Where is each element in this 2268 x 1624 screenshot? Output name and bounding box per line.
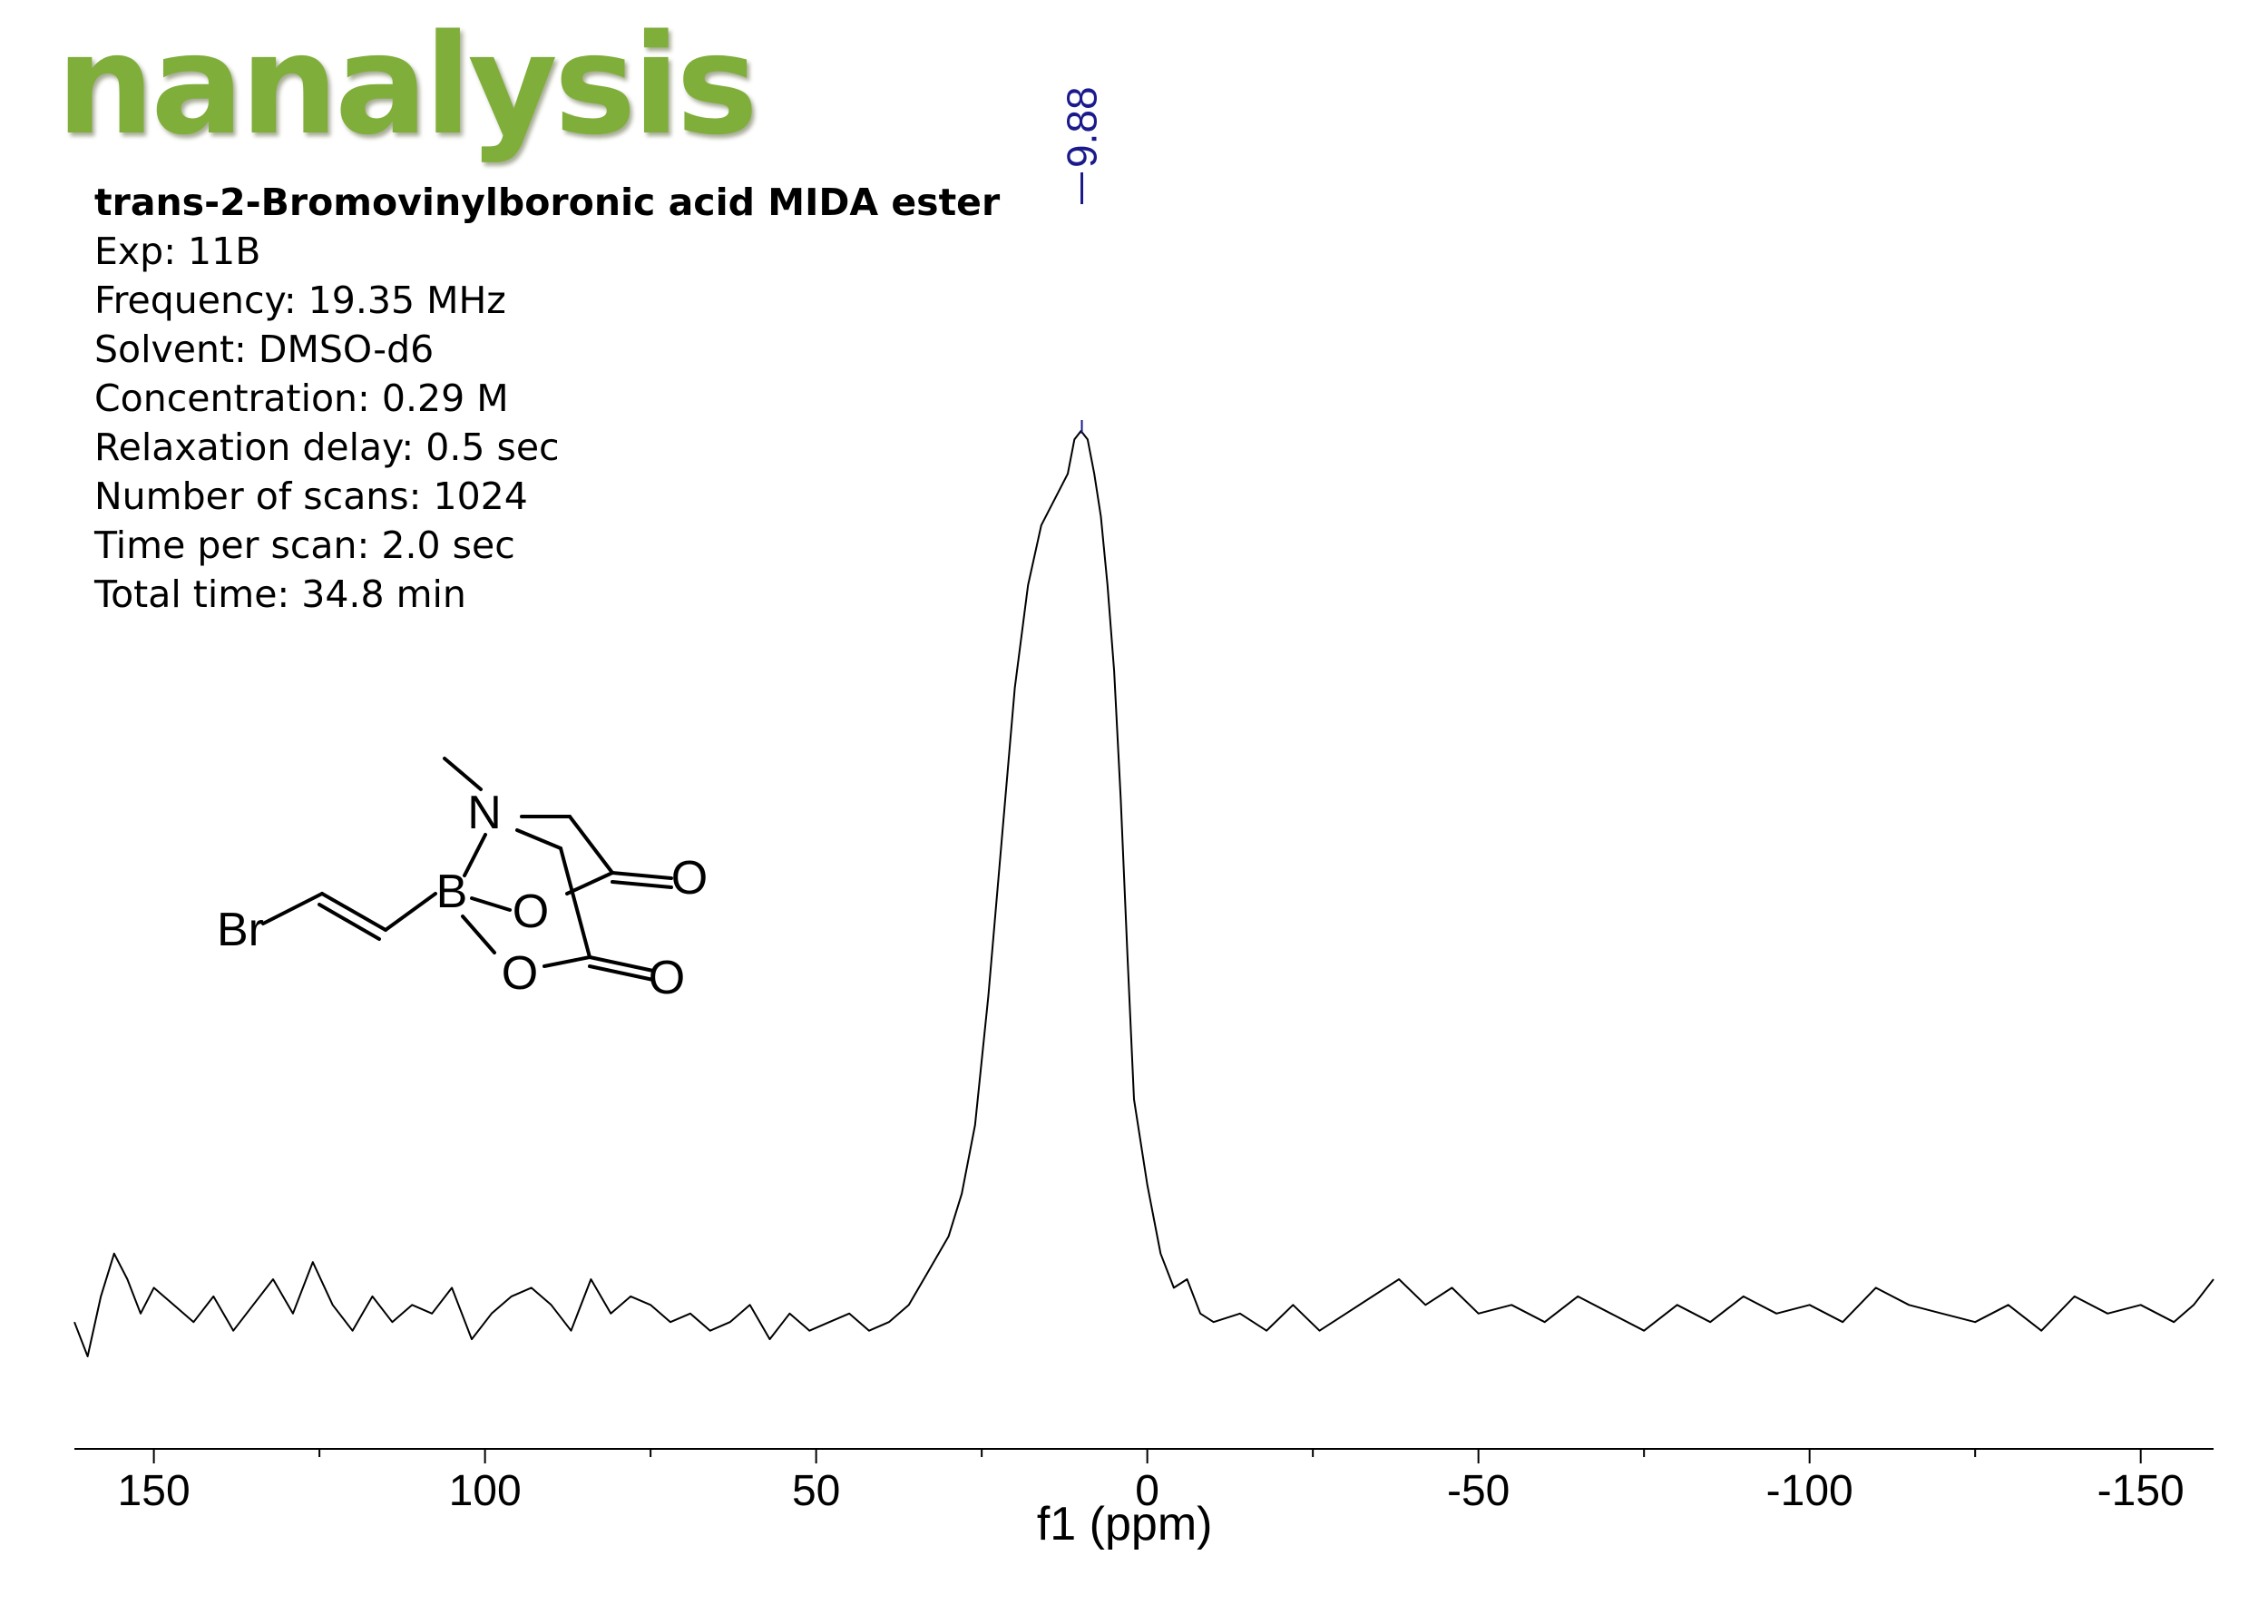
bond-carbonyl-1b <box>611 880 673 889</box>
atom-o-ring-2: O <box>502 947 538 1000</box>
atom-br: Br <box>217 904 264 956</box>
atom-o-carbonyl-1: O <box>671 852 708 905</box>
x-tick-label: -100 <box>1766 1467 1853 1515</box>
bond-n-b <box>463 833 487 877</box>
brand-logo-text: nanalysis <box>56 5 758 165</box>
bond-vinyl-double-a <box>320 892 387 932</box>
peak-annotations: 9.88 <box>1059 86 1106 434</box>
bond-c-o1 <box>565 871 614 895</box>
bond-b-vinyl <box>384 892 437 932</box>
x-tick-label: -50 <box>1447 1467 1510 1515</box>
atom-o-carbonyl-2: O <box>649 952 685 1004</box>
atom-b: B <box>436 866 468 918</box>
bond-b-o2 <box>461 915 496 954</box>
bond-b-o1 <box>470 896 512 912</box>
param-solvent: Solvent: DMSO-d6 <box>94 328 435 371</box>
bond-carbonyl-2 <box>588 955 655 973</box>
spectrum-line <box>73 430 2214 1357</box>
param-relaxation-delay: Relaxation delay: 0.5 sec <box>94 426 560 469</box>
param-experiment: Exp: 11B <box>94 230 261 273</box>
bond-carbonyl-1 <box>611 871 673 880</box>
param-frequency: Frequency: 19.35 MHz <box>94 279 506 322</box>
bond-n-ch2b <box>515 828 562 850</box>
bond-vinyl-double-b <box>318 903 381 941</box>
bond-vinyl-br <box>261 892 324 925</box>
bond-ch2b-c <box>559 846 591 959</box>
chemical-structure: N B O O O O Br <box>217 757 708 1004</box>
x-tick-label: 0 <box>1135 1467 1159 1515</box>
x-tick-label: 50 <box>792 1467 840 1515</box>
param-scans: Number of scans: 1024 <box>94 474 528 518</box>
bond-c-o2 <box>543 955 591 968</box>
x-axis-title: f1 (ppm) <box>1037 1498 1213 1551</box>
atom-o-ring-1: O <box>513 885 549 938</box>
peak-label: 9.88 <box>1059 86 1106 168</box>
x-axis: 150 100 50 0 -50 -100 -150 <box>74 1448 2214 1515</box>
x-tick-label: -150 <box>2097 1467 2185 1515</box>
bond-methyl <box>443 757 483 791</box>
param-concentration: Concentration: 0.29 M <box>94 377 509 420</box>
plot-area <box>73 430 2214 1357</box>
sample-info: trans-2-Bromovinylboronic acid MIDA este… <box>94 178 1000 619</box>
x-tick-label: 100 <box>449 1467 522 1515</box>
atom-n: N <box>467 787 502 839</box>
brand-logo: nanalysis <box>56 16 758 154</box>
bond-ch2a-c <box>568 815 614 875</box>
param-total-time: Total time: 34.8 min <box>94 572 466 616</box>
x-tick-label: 150 <box>118 1467 191 1515</box>
compound-title: trans-2-Bromovinylboronic acid MIDA este… <box>94 181 1001 224</box>
param-time-per-scan: Time per scan: 2.0 sec <box>94 523 515 567</box>
bond-carbonyl-2b <box>588 964 655 982</box>
